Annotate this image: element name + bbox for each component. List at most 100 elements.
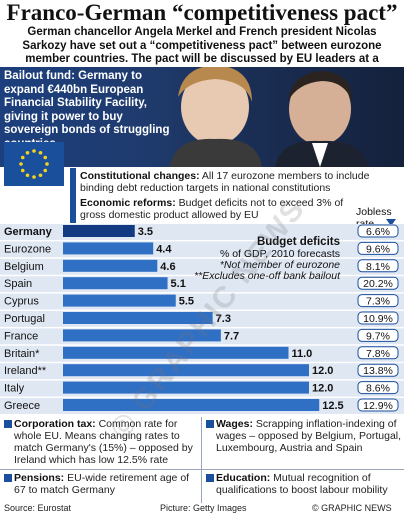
pensions-cell: Pensions: EU-wide retirement age of 67 t… — [2, 472, 200, 496]
jobless-rate-box — [357, 294, 399, 308]
picture-credit: Picture: Getty Images — [160, 503, 247, 513]
wages-cell: Wages: Scrapping inflation-indexing of w… — [204, 418, 402, 454]
education-bullet-icon — [206, 474, 214, 482]
jobless-rate-box — [357, 328, 399, 342]
deficit-bar — [63, 294, 176, 307]
jobless-rate-value: 8.6% — [366, 383, 390, 395]
deficit-bar — [63, 346, 289, 359]
deficit-value-label: 7.3 — [216, 313, 231, 325]
flag-star — [20, 155, 25, 160]
constitutional-changes-note: Constitutional changes: All 17 eurozone … — [70, 168, 400, 196]
deficit-bar — [63, 225, 135, 237]
jobless-rate-box — [357, 398, 399, 412]
economic-text: Budget deficits not to exceed 3% of gros… — [80, 197, 344, 221]
jobless-rate-value: 10.9% — [363, 313, 393, 325]
chart-subtitle: % of GDP, 2010 forecasts — [219, 248, 340, 260]
jobless-rate-box — [357, 241, 399, 255]
deficit-value-label: 4.4 — [156, 243, 172, 255]
deficit-bar — [63, 242, 154, 255]
footer: Source: Eurostat Picture: Getty Images ©… — [0, 503, 404, 515]
wages-text: Scrapping inflation-indexing of wages – … — [216, 418, 402, 454]
jobless-rate-box — [357, 224, 399, 238]
jobless-rate-value: 13.8% — [363, 365, 393, 377]
deficit-value-label: 12.0 — [312, 365, 333, 377]
flag-star — [20, 168, 25, 173]
flag-star — [38, 150, 43, 155]
category-label: Italy — [4, 383, 25, 395]
page-title: Franco-German “competitiveness pact” — [6, 0, 398, 25]
category-label: Portugal — [4, 313, 45, 325]
deficit-bar — [63, 364, 309, 377]
flag-star — [38, 173, 43, 178]
flag-star — [25, 173, 30, 178]
economic-label: Economic reforms: — [80, 197, 176, 209]
category-label: Belgium — [4, 261, 44, 273]
education-text: Mutual recognition of qualifications to … — [216, 472, 388, 496]
pensions-bullet-icon — [4, 474, 12, 482]
jobless-rate-box — [357, 276, 399, 290]
jobless-rate-value: 6.6% — [366, 226, 390, 238]
jobless-rate-box — [357, 311, 399, 325]
chart-row-band — [0, 241, 404, 258]
budget-deficit-chart-svg: Germany 3.5 6.6% Eurozone 4.4 9.6% Belgium 4.6 8… — [0, 224, 404, 414]
panel-horizontal-divider — [0, 469, 404, 470]
education-cell: Education: Mutual recognition of qualifi… — [204, 472, 402, 496]
wages-bullet-icon — [206, 420, 214, 428]
jobless-rate-box — [357, 381, 399, 395]
deficit-value-label: 5.1 — [171, 278, 186, 290]
deficit-bar — [63, 381, 309, 394]
corporation-bullet-icon — [4, 420, 12, 428]
jobless-rate-value: 8.1% — [366, 261, 390, 273]
jobless-rate-value: 9.7% — [366, 330, 390, 342]
publisher-credit: © GRAPHIC NEWS — [312, 503, 392, 513]
jobless-rate-value: 9.6% — [366, 243, 390, 255]
leaders-photo — [0, 67, 404, 167]
deficit-bar — [63, 312, 213, 324]
jobless-rate-value: 7.8% — [366, 348, 390, 360]
corporation-label: Corporation tax: — [14, 418, 96, 430]
deficit-bar — [63, 399, 320, 411]
jobless-rate-value: 7.3% — [366, 296, 390, 308]
corporation-tax-cell: Corporation tax: Common rate for whole E… — [2, 418, 200, 466]
deficit-value-label: 12.5 — [322, 400, 343, 412]
flag-star — [25, 150, 30, 155]
flag-star — [45, 162, 49, 166]
budget-deficit-chart: Germany 3.5 6.6% Eurozone 4.4 9.6% Belgium 4.6 8… — [0, 222, 404, 414]
flag-star — [43, 168, 48, 173]
pensions-text: EU-wide retirement age of 67 to match Ge… — [14, 472, 190, 496]
leaders-photo-illustration — [170, 67, 368, 167]
category-label: Ireland** — [4, 365, 47, 377]
corporation-text: Common rate for whole EU. Means changing… — [14, 418, 193, 466]
constitutional-text: All 17 eurozone members to include bindi… — [80, 170, 370, 194]
category-label: Greece — [4, 400, 40, 412]
jobless-rate-box — [357, 259, 399, 273]
jobless-rate-value: 20.2% — [363, 278, 393, 290]
chart-row-band — [0, 224, 404, 240]
flag-star — [32, 149, 36, 153]
jobless-rate-box — [357, 346, 399, 360]
category-label: Spain — [4, 278, 32, 290]
category-label: France — [4, 330, 38, 342]
flag-star — [32, 175, 36, 179]
economic-reforms-note: Economic reforms: Budget deficits not to… — [70, 195, 352, 223]
deficit-value-label: 11.0 — [292, 348, 313, 360]
bailout-fund-text: Bailout fund: Germany to expand €440bn E… — [4, 70, 170, 150]
source-credit: Source: Eurostat — [4, 503, 72, 513]
panel-vertical-divider — [201, 417, 202, 503]
chart-note-1: *Not member of eurozone — [219, 259, 340, 271]
jobless-rate-box — [357, 363, 399, 377]
chart-title: Budget deficits — [256, 236, 340, 248]
jobless-rate-value: 12.9% — [363, 400, 393, 412]
deficit-value-label: 12.0 — [312, 383, 333, 395]
chart-note-2: **Excludes one-off bank bailout — [194, 270, 340, 282]
wages-label: Wages: — [216, 418, 253, 430]
category-label: Eurozone — [4, 243, 51, 255]
flag-star — [19, 162, 23, 166]
deficit-bar — [63, 329, 221, 342]
constitutional-label: Constitutional changes: — [80, 170, 200, 182]
deficit-bar — [63, 259, 158, 272]
category-label: Germany — [4, 226, 53, 238]
deficit-value-label: 5.5 — [179, 296, 194, 308]
jobless-triangle-icon — [386, 219, 396, 226]
deficit-value-label: 4.6 — [160, 261, 175, 273]
